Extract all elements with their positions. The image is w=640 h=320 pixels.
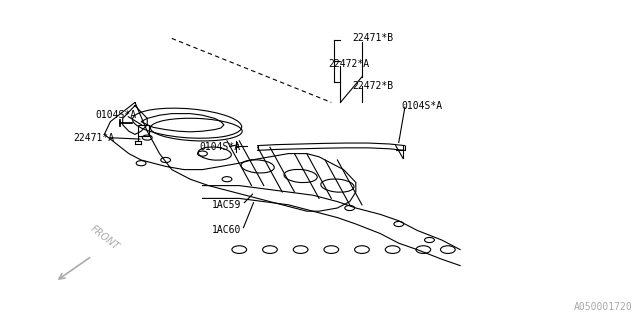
Text: 0104S*A: 0104S*A bbox=[95, 110, 136, 120]
Text: 0104S*A: 0104S*A bbox=[200, 142, 241, 152]
Text: FRONT: FRONT bbox=[89, 223, 122, 252]
Text: 1AC59: 1AC59 bbox=[212, 200, 241, 210]
Text: 22471*A: 22471*A bbox=[74, 132, 115, 143]
Text: 0104S*A: 0104S*A bbox=[402, 100, 443, 111]
Text: A050001720: A050001720 bbox=[573, 302, 632, 312]
Text: 22471*B: 22471*B bbox=[353, 33, 394, 44]
Text: 22472*A: 22472*A bbox=[328, 59, 369, 69]
Bar bbox=[138, 125, 149, 136]
Text: 22472*B: 22472*B bbox=[353, 81, 394, 92]
Text: 1AC60: 1AC60 bbox=[212, 225, 241, 236]
